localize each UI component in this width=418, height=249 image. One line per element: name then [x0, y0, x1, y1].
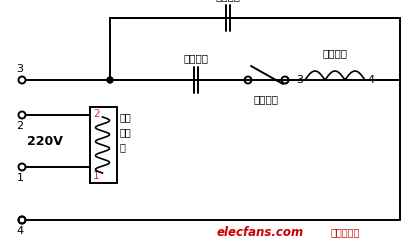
Text: 220V: 220V — [27, 134, 63, 147]
Text: 运行: 运行 — [120, 112, 132, 122]
Text: 2: 2 — [93, 109, 99, 119]
Text: 电子发烧友: 电子发烧友 — [330, 227, 359, 237]
Text: elecfans.com: elecfans.com — [217, 226, 303, 239]
Text: 组: 组 — [120, 142, 126, 152]
Text: 启动绕组: 启动绕组 — [323, 48, 347, 58]
Text: 4: 4 — [16, 226, 23, 236]
Text: 1: 1 — [16, 173, 23, 183]
Text: 1: 1 — [93, 171, 99, 181]
Text: 2: 2 — [16, 121, 23, 131]
Text: 3: 3 — [16, 64, 23, 74]
Text: 离心开关: 离心开关 — [254, 94, 279, 104]
Circle shape — [107, 77, 113, 83]
Text: 绕组: 绕组 — [120, 127, 132, 137]
Text: 4: 4 — [367, 75, 374, 85]
Text: 运行电容: 运行电容 — [216, 0, 240, 1]
Text: 3: 3 — [296, 75, 303, 85]
Text: 启动电容: 启动电容 — [184, 53, 209, 63]
